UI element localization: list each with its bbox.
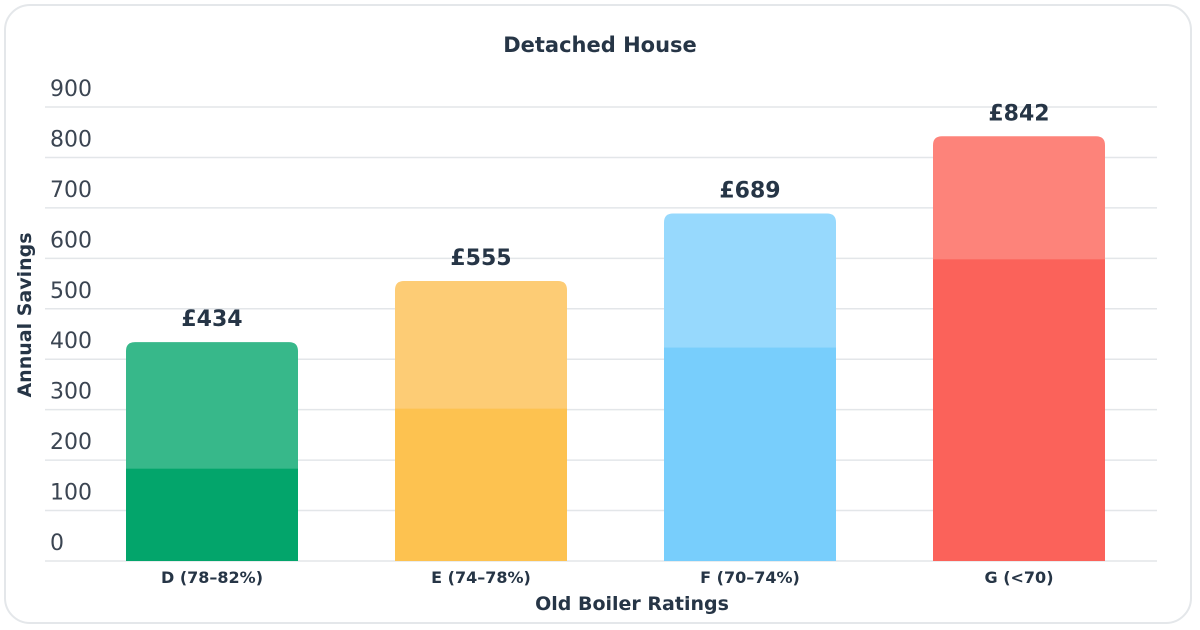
y-tick-label: 400 <box>50 329 92 354</box>
bar-lower-segment <box>933 259 1105 561</box>
y-tick-label: 800 <box>50 127 92 152</box>
y-tick-label: 900 <box>50 77 92 102</box>
y-tick-label: 100 <box>50 481 92 506</box>
bar-lower-segment <box>126 468 298 561</box>
y-tick-label: 600 <box>50 228 92 253</box>
x-tick-label: E (74–78%) <box>431 568 531 587</box>
x-tick-label: G (<70) <box>985 568 1054 587</box>
chart-title: Detached House <box>503 33 697 57</box>
x-axis-ticks: D (78–82%) E (74–78%) F (70–74%) G (<70) <box>161 568 1054 587</box>
x-axis-label: Old Boiler Ratings <box>535 593 729 615</box>
bars <box>126 136 1105 561</box>
y-tick-label: 700 <box>50 178 92 203</box>
x-tick-label: D (78–82%) <box>161 568 263 587</box>
y-tick-label: 500 <box>50 279 92 304</box>
x-tick-label: F (70–74%) <box>700 568 800 587</box>
y-axis-ticks: 0 100 200 300 400 500 600 700 800 900 <box>50 77 92 556</box>
data-label: £434 <box>181 307 242 332</box>
data-label: £842 <box>988 101 1049 126</box>
data-label: £689 <box>719 178 780 203</box>
data-labels: £434 £555 £689 £842 <box>181 101 1049 332</box>
data-label: £555 <box>450 246 511 271</box>
y-tick-label: 300 <box>50 380 92 405</box>
bar-lower-segment <box>664 347 836 561</box>
y-tick-label: 0 <box>50 531 64 556</box>
bar-lower-segment <box>395 408 567 561</box>
y-axis-label: Annual Savings <box>14 232 36 397</box>
y-tick-label: 200 <box>50 430 92 455</box>
